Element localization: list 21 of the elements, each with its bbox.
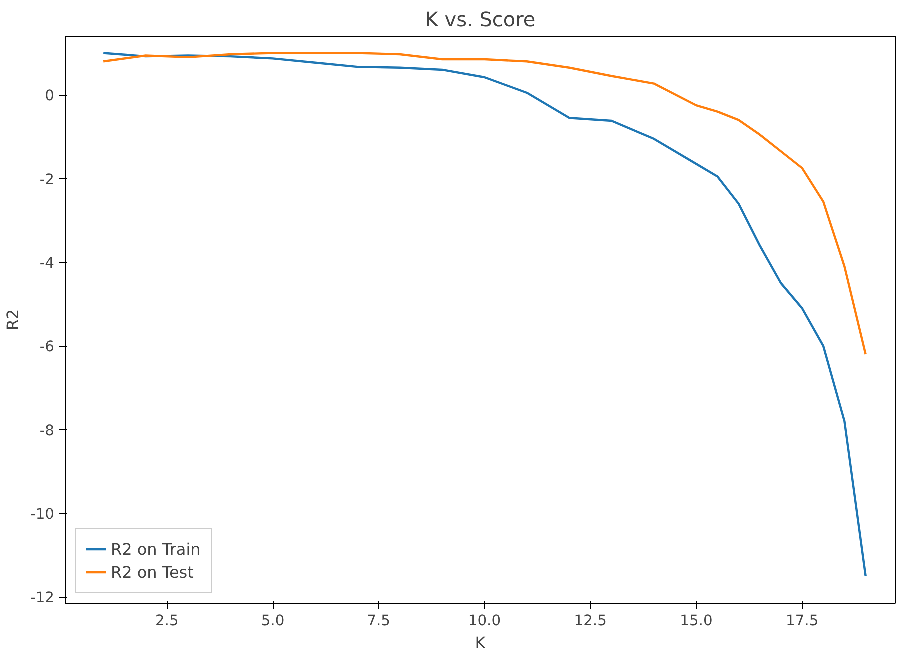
y-tick-label: -12 (30, 590, 55, 607)
y-tick-label: 0 (45, 88, 55, 105)
y-tick-label: -6 (40, 338, 55, 356)
x-tick-label: 12.5 (574, 612, 607, 630)
x-tick-label: 2.5 (155, 612, 179, 630)
legend-label: R2 on Test (111, 562, 194, 582)
y-tick-label: -4 (40, 254, 55, 272)
y-tick-label: -8 (40, 422, 55, 440)
x-tick-label: 7.5 (367, 612, 391, 630)
x-tick-label: 10.0 (468, 612, 502, 630)
x-tick-label: 5.0 (261, 612, 285, 630)
x-tick-label: 17.5 (786, 612, 819, 630)
line-series (102, 52, 867, 578)
y-axis-title: R2 (4, 309, 23, 331)
line-series (102, 52, 867, 356)
chart-title: K vs. Score (425, 8, 536, 32)
x-tick-label: 15.0 (680, 612, 713, 630)
y-tick-label: -2 (40, 171, 55, 188)
legend-label: R2 on Train (111, 540, 201, 558)
x-axis-title: K (475, 634, 486, 652)
y-tick-label: -10 (30, 506, 55, 524)
